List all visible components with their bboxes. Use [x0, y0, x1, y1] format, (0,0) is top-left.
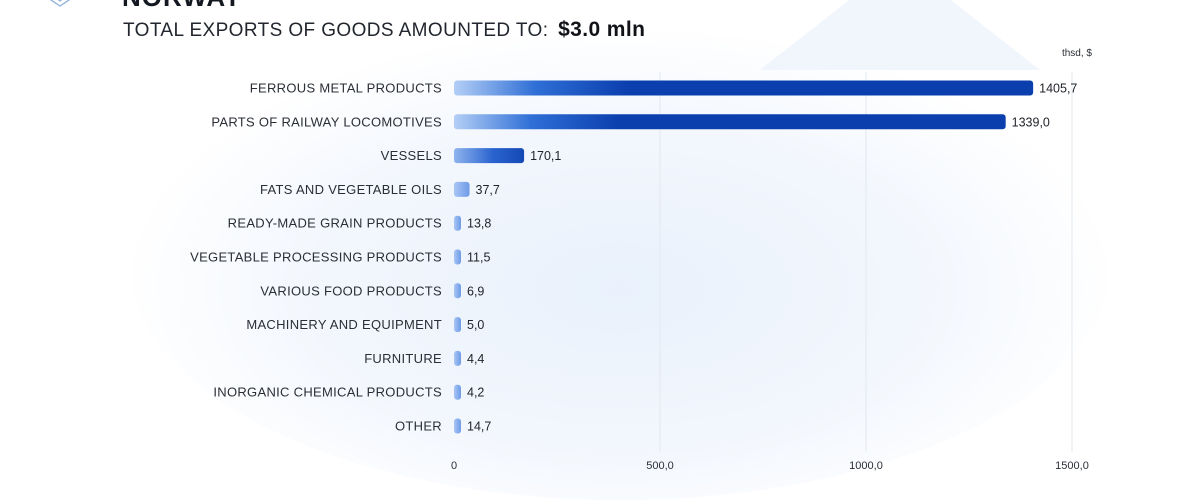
value-label: 5,0	[467, 318, 484, 332]
value-label: 6,9	[467, 284, 484, 298]
bar	[454, 148, 525, 164]
bar	[454, 215, 461, 231]
bar	[454, 249, 461, 265]
bar	[454, 283, 461, 299]
bar	[454, 80, 1034, 96]
labels: 0 500,0 1000,0 1500,0 FERROUS METAL PRODUCTS…	[190, 81, 1089, 473]
category-label: INORGANIC CHEMICAL PRODUCTS	[213, 385, 442, 400]
value-label: 1339,0	[1012, 115, 1050, 129]
page-heading: NORWAY	[122, 0, 242, 13]
x-tick-label: 1000,0	[849, 460, 883, 472]
value-label: 4,2	[467, 386, 484, 400]
category-label: OTHER	[395, 419, 442, 434]
bar-chart: 0 500,0 1000,0 1500,0 FERROUS METAL PRODUCTS…	[190, 72, 1089, 473]
category-label: FATS AND VEGETABLE OILS	[260, 182, 442, 197]
bar	[454, 384, 461, 400]
background-glow	[130, 30, 1110, 500]
x-tick-label: 1500,0	[1055, 460, 1089, 472]
category-label: PARTS OF RAILWAY LOCOMOTIVES	[211, 114, 442, 129]
unit-label: thsd, $	[1061, 48, 1092, 59]
category-label: MACHINERY AND EQUIPMENT	[246, 317, 442, 332]
title-prefix: TOTAL EXPORTS OF GOODS AMOUNTED TO:	[123, 20, 549, 41]
x-tick-label: 0	[451, 460, 457, 472]
bar	[454, 317, 461, 333]
category-label: VEGETABLE PROCESSING PRODUCTS	[190, 250, 442, 265]
bars	[454, 80, 1034, 434]
category-label: FERROUS METAL PRODUCTS	[250, 81, 442, 96]
x-tick-label: 500,0	[646, 460, 674, 472]
total-amount: $3.0 mln	[558, 18, 646, 41]
bar	[454, 418, 461, 434]
chart-title: TOTAL EXPORTS OF GOODS AMOUNTED TO: $3.0…	[123, 18, 645, 42]
value-label: 1405,7	[1039, 82, 1077, 96]
category-label: FURNITURE	[364, 351, 442, 366]
bar	[454, 350, 461, 366]
category-label: VARIOUS FOOD PRODUCTS	[260, 283, 442, 298]
logo-icon	[49, 0, 71, 7]
background-shape	[760, 0, 1040, 70]
value-label: 170,1	[530, 149, 561, 163]
bar	[454, 181, 470, 197]
value-label: 13,8	[467, 217, 491, 231]
category-label: VESSELS	[381, 148, 442, 163]
bar	[454, 114, 1006, 130]
value-label: 14,7	[467, 420, 491, 434]
category-label: READY-MADE GRAIN PRODUCTS	[228, 216, 442, 231]
value-label: 4,4	[467, 352, 484, 366]
value-label: 37,7	[476, 183, 500, 197]
grid-lines	[659, 72, 1073, 452]
value-label: 11,5	[467, 251, 490, 265]
